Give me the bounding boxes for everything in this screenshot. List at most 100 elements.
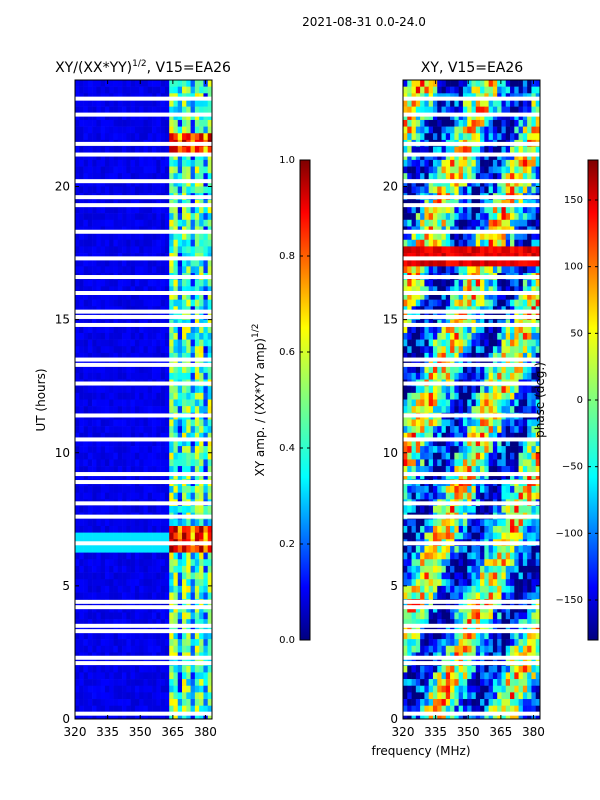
heatmap-cell [147, 699, 153, 706]
heatmap-cell [207, 366, 213, 374]
heatmap-cell [83, 452, 89, 460]
heatmap-cell [480, 153, 485, 161]
heatmap-cell [531, 339, 537, 347]
heatmap-cell [83, 106, 89, 114]
heatmap-cell [117, 86, 123, 94]
heatmap-cell [514, 246, 519, 254]
heatmap-cell [458, 146, 464, 154]
heatmap-cell [522, 219, 528, 227]
heatmap-cell [75, 326, 80, 334]
heatmap-cell [462, 326, 468, 334]
heatmap-cell [199, 179, 204, 187]
heatmap-cell [126, 126, 131, 134]
heatmap-cell [87, 406, 93, 414]
heatmap-cell [83, 545, 89, 553]
heatmap-cell [535, 153, 541, 161]
heatmap-cell [109, 372, 114, 380]
heatmap-cell [100, 545, 106, 553]
heatmap-cell [92, 585, 97, 593]
heatmap-cell [177, 519, 183, 527]
heatmap-cell [199, 219, 204, 227]
heatmap-cell [527, 80, 532, 87]
heatmap-cell [411, 452, 417, 460]
heatmap-cell [535, 259, 541, 267]
heatmap-cell [147, 392, 153, 400]
heatmap-cell [139, 565, 144, 573]
heatmap-cell [407, 386, 412, 394]
heatmap-cell [143, 266, 149, 274]
heatmap-cell [454, 99, 459, 107]
heatmap-cell [411, 153, 417, 161]
heatmap-cell [75, 113, 80, 121]
heatmap-cell [514, 366, 519, 374]
heatmap-cell [403, 126, 408, 134]
heatmap-cell [126, 259, 131, 267]
heatmap-cell [207, 266, 213, 274]
heatmap-cell [505, 239, 511, 247]
heatmap-cell [194, 266, 200, 274]
heatmap-cell [186, 572, 191, 580]
heatmap-cell [92, 432, 97, 440]
heatmap-cell [445, 80, 451, 87]
heatmap-cell [134, 679, 140, 687]
heatmap-cell [207, 426, 213, 434]
heatmap-cell [437, 352, 442, 360]
heatmap-cell [143, 339, 149, 347]
heatmap-cell [182, 259, 187, 267]
heatmap-cell [420, 80, 425, 87]
heatmap-cell [122, 366, 127, 374]
heatmap-cell [143, 712, 149, 720]
heatmap-cell [501, 332, 507, 340]
heatmap-cell [492, 346, 498, 354]
heatmap-cell [139, 366, 144, 374]
heatmap-cell [126, 279, 131, 287]
heatmap-cell [104, 133, 110, 141]
heatmap-cell [100, 326, 106, 334]
heatmap-cell [134, 525, 140, 533]
heatmap-cell [471, 419, 477, 427]
heatmap-cell [152, 692, 157, 700]
heatmap-cell [437, 239, 442, 247]
heatmap-cell [109, 246, 114, 254]
heatmap-cell [203, 119, 209, 127]
heatmap-cell [505, 293, 511, 300]
heatmap-cell [143, 86, 149, 94]
heatmap-cell [87, 472, 93, 480]
heatmap-cell [190, 153, 196, 161]
heatmap-cell [147, 545, 153, 553]
heatmap-cell [173, 206, 179, 214]
heatmap-cell [156, 406, 161, 414]
heatmap-cell [535, 372, 541, 380]
heatmap-cell [96, 186, 101, 194]
heatmap-cell [109, 113, 114, 121]
heatmap-cell [458, 246, 464, 254]
heatmap-cell [420, 213, 425, 221]
flagged-gap [75, 203, 212, 208]
heatmap-cell [428, 372, 434, 380]
heatmap-cell [104, 206, 110, 214]
heatmap-cell [522, 406, 528, 414]
heatmap-cell [169, 113, 174, 121]
heatmap-cell [471, 246, 477, 254]
heatmap-cell [92, 286, 97, 294]
heatmap-cell [113, 126, 119, 134]
heatmap-cell [143, 233, 149, 241]
heatmap-cell [100, 486, 106, 493]
heatmap-cell [147, 452, 153, 460]
heatmap-cell [83, 372, 89, 380]
heatmap-cell [458, 406, 464, 414]
heatmap-cell [122, 352, 127, 360]
heatmap-cell [531, 266, 537, 274]
heatmap-cell [480, 99, 485, 107]
heatmap-cell [480, 299, 485, 307]
heatmap-cell [194, 432, 200, 440]
heatmap-cell [134, 339, 140, 347]
heatmap-cell [475, 346, 481, 354]
heatmap-cell [454, 426, 459, 434]
heatmap-cell [117, 459, 123, 467]
heatmap-cell [130, 266, 136, 274]
heatmap-cell [510, 159, 515, 167]
heatmap-cell [454, 206, 459, 214]
heatmap-cell [147, 679, 153, 687]
heatmap-cell [147, 352, 153, 360]
